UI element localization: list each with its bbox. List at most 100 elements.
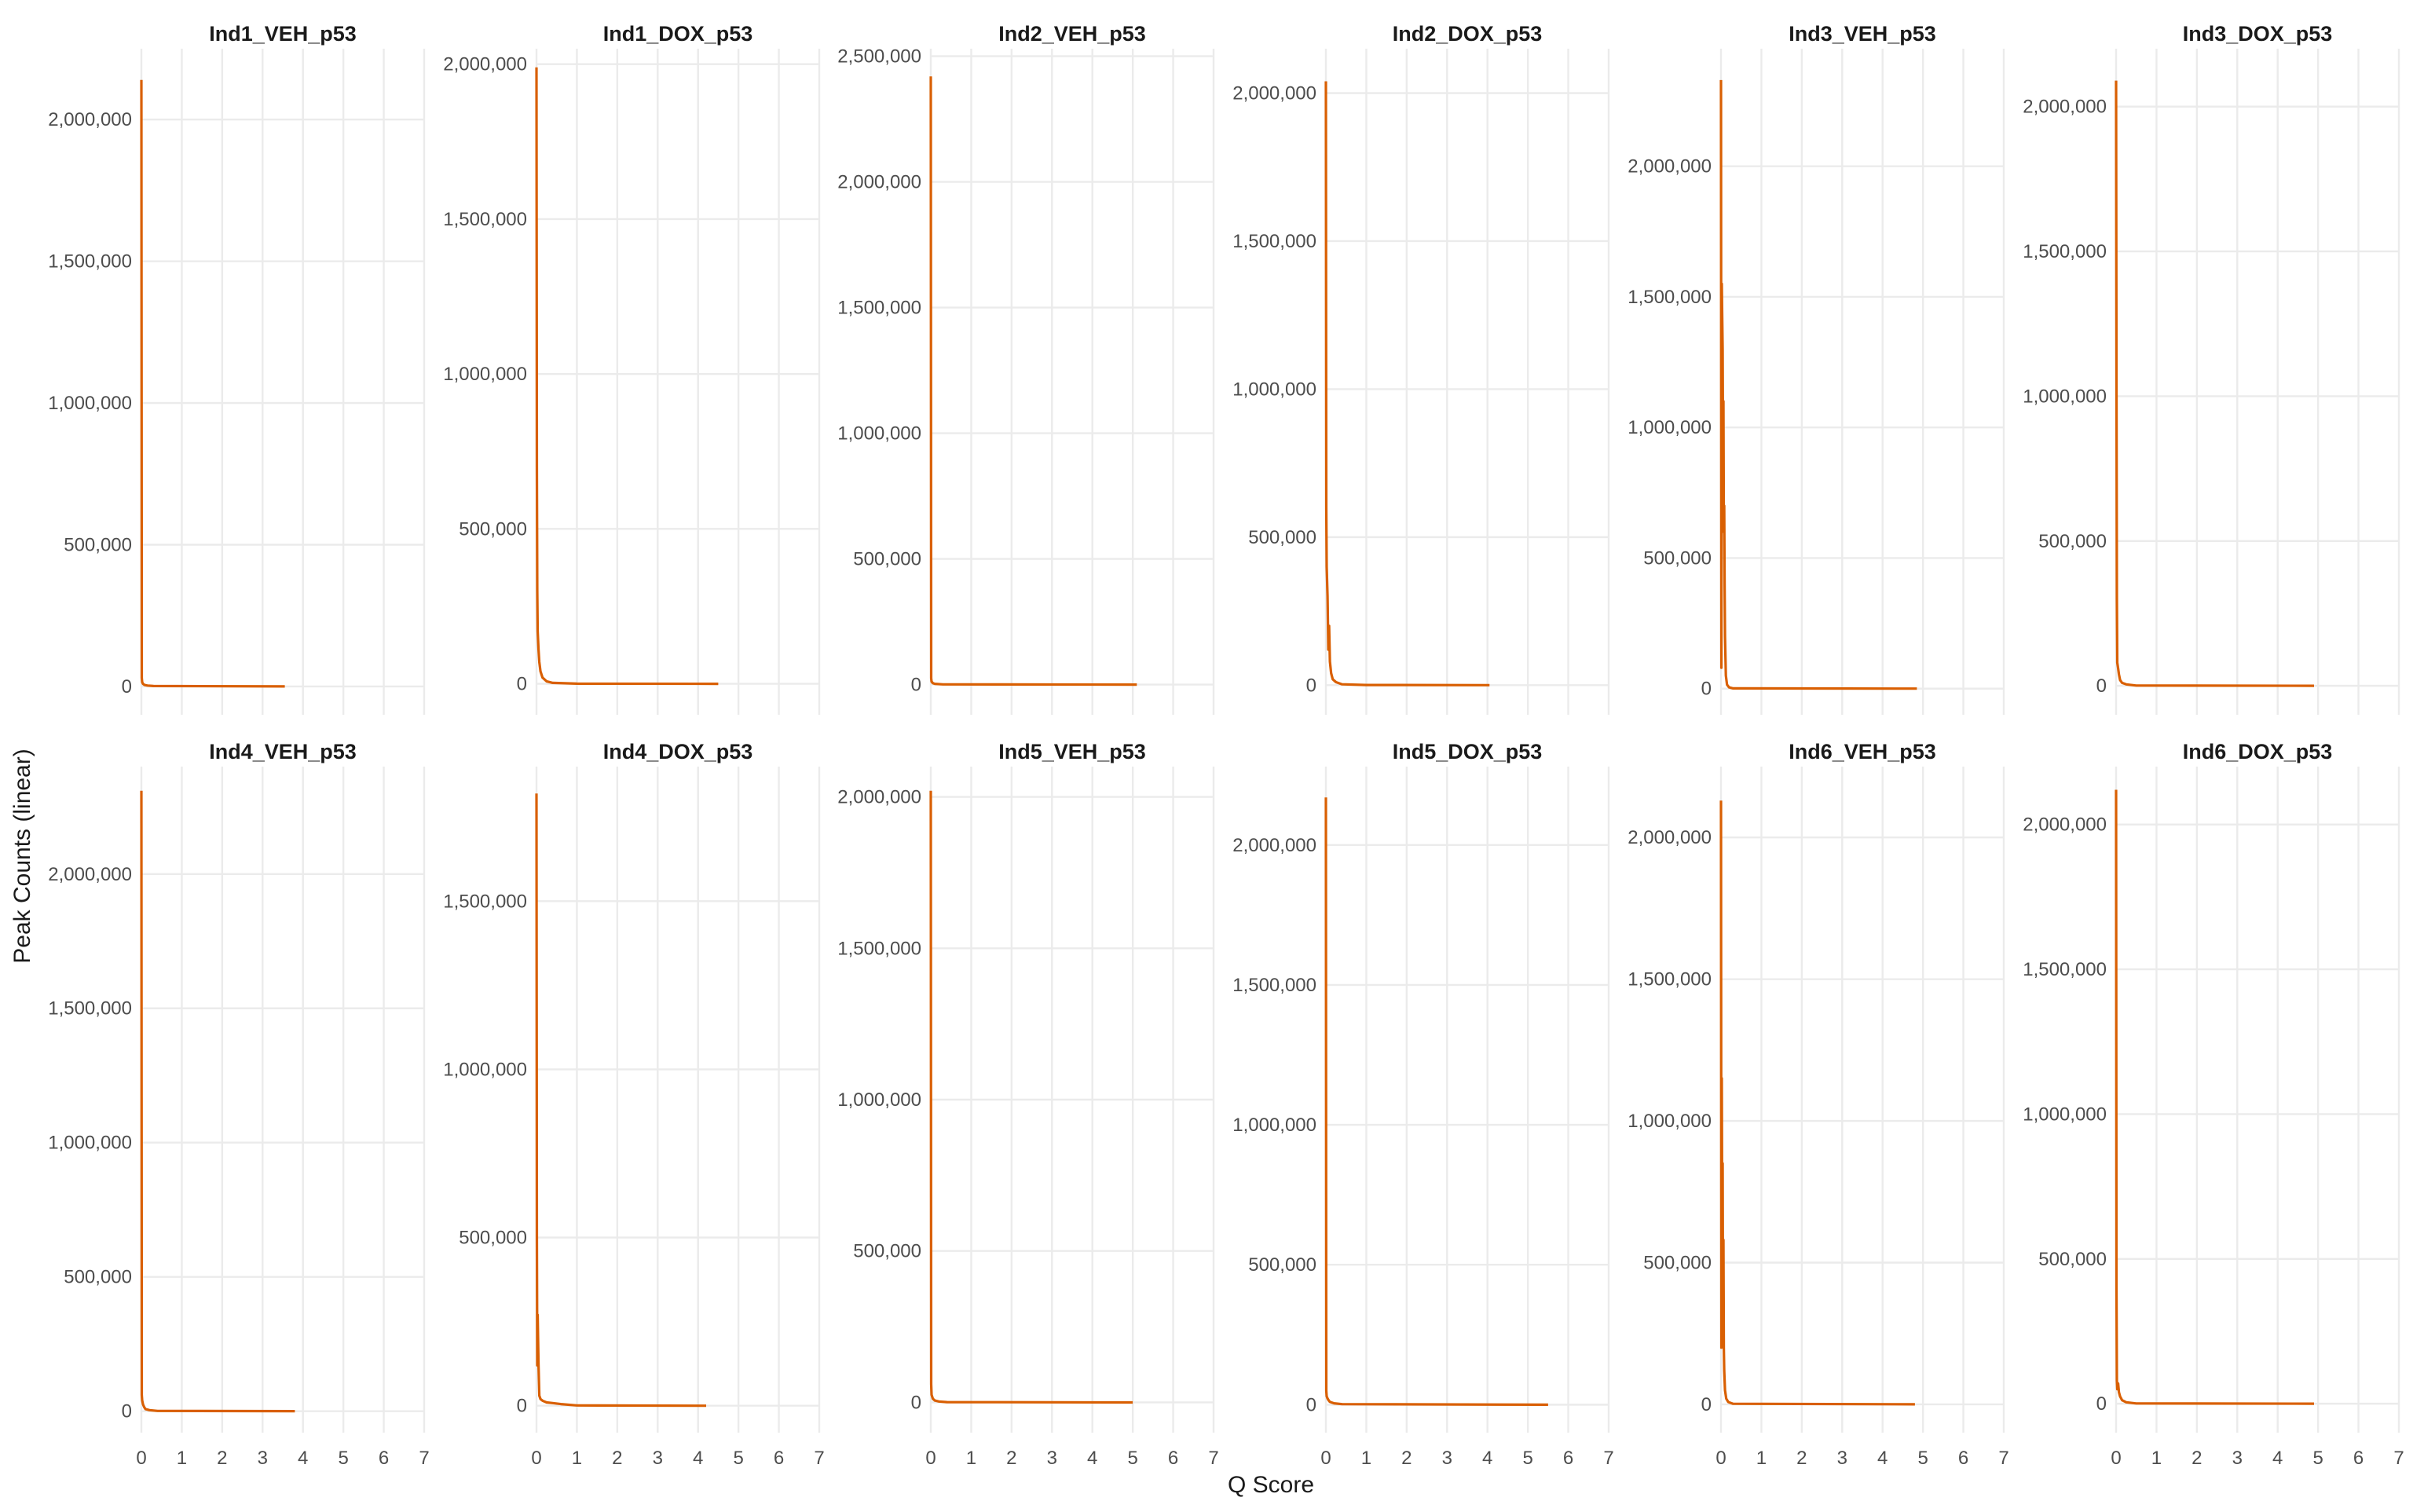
x-tick-label: 7 [1208,1448,1218,1469]
y-tick-label: 0 [911,1392,921,1413]
facet-panel: Ind3_DOX_p53 0 500,000 1,000,000 1,500,000 2,… [2023,22,2400,715]
y-tick-label: 500,000 [459,1228,527,1249]
y-tick-label: 1,500,000 [1628,969,1712,990]
x-tick-label: 3 [1442,1448,1452,1469]
y-tick-label: 0 [2096,675,2107,697]
y-tick-label: 0 [911,675,921,696]
panel-title: Ind6_VEH_p53 [1789,740,1936,763]
x-tick-label: 4 [1482,1448,1492,1469]
y-axis-title: Peak Counts (linear) [9,749,35,963]
x-tick-label: 4 [693,1448,703,1469]
y-tick-label: 2,000,000 [1628,827,1712,848]
x-tick-label: 6 [774,1448,784,1469]
y-tick-label: 0 [1306,1394,1316,1415]
panel-title: Ind4_VEH_p53 [209,740,357,763]
x-tick-label: 1 [1361,1448,1371,1469]
y-tick-label: 0 [1701,679,1712,700]
y-tick-label: 1,000,000 [1628,1111,1712,1132]
y-tick-label: 2,000,000 [48,109,132,130]
x-tick-label: 3 [258,1448,268,1469]
y-tick-label: 1,000,000 [1628,417,1712,438]
facet-panel: Ind4_DOX_p53 0 500,000 1,000,000 1,500,000 0 1… [443,740,824,1469]
x-tick-label: 0 [925,1448,936,1469]
facet-panel: Ind2_DOX_p53 0 500,000 1,000,000 1,500,000 2,… [1232,22,1610,715]
x-tick-label: 0 [136,1448,146,1469]
x-tick-label: 6 [1958,1448,1968,1469]
y-tick-label: 0 [1306,675,1316,696]
y-tick-label: 0 [1701,1394,1712,1415]
series-line [1324,81,1490,686]
x-tick-label: 3 [1837,1448,1847,1469]
y-tick-label: 1,500,000 [1232,231,1316,252]
y-tick-label: 1,500,000 [1628,287,1712,308]
y-tick-label: 1,500,000 [48,998,132,1020]
y-tick-label: 2,000,000 [1232,835,1316,856]
x-tick-label: 4 [1087,1448,1097,1469]
x-tick-label: 5 [2312,1448,2323,1469]
y-tick-label: 500,000 [459,518,527,540]
x-tick-label: 3 [2232,1448,2243,1469]
panel-title: Ind1_DOX_p53 [603,22,753,46]
y-tick-label: 1,000,000 [1232,379,1316,400]
panel-title: Ind1_VEH_p53 [209,22,357,46]
y-tick-label: 1,000,000 [48,393,132,414]
series-line [140,790,295,1413]
x-tick-label: 6 [2353,1448,2364,1469]
x-axis-title: Q Score [1228,1472,1314,1498]
y-tick-label: 500,000 [2038,1249,2107,1270]
panel-title: Ind5_DOX_p53 [1393,740,1543,763]
y-tick-label: 2,000,000 [837,787,921,808]
x-tick-label: 7 [2393,1448,2404,1469]
x-tick-label: 5 [733,1448,743,1469]
panel-title: Ind6_DOX_p53 [2183,740,2333,763]
x-tick-label: 2 [1796,1448,1807,1469]
panel-title: Ind5_VEH_p53 [998,740,1146,763]
y-tick-label: 500,000 [1248,527,1316,548]
y-tick-label: 1,000,000 [1232,1115,1316,1136]
y-tick-label: 500,000 [853,1241,921,1262]
facet-panel: Ind1_DOX_p53 0 500,000 1,000,000 1,500,000 2,… [443,22,821,715]
series-line [929,76,1137,686]
x-tick-label: 2 [612,1448,622,1469]
y-tick-label: 1,500,000 [48,251,132,273]
y-tick-label: 0 [2096,1393,2107,1415]
series-line [2115,80,2315,687]
panel-title: Ind3_VEH_p53 [1789,22,1936,46]
series-line [929,790,1133,1404]
y-tick-label: 2,000,000 [2023,815,2107,836]
x-tick-label: 4 [1877,1448,1888,1469]
y-tick-label: 1,000,000 [2023,386,2107,407]
y-tick-label: 1,500,000 [443,891,527,912]
x-tick-label: 6 [1168,1448,1178,1469]
series-line [140,79,285,688]
y-tick-label: 1,500,000 [2023,241,2107,262]
x-tick-label: 0 [1320,1448,1331,1469]
y-tick-label: 500,000 [1248,1254,1316,1276]
x-tick-label: 4 [2272,1448,2283,1469]
y-tick-label: 2,000,000 [1232,83,1316,104]
y-tick-label: 1,000,000 [2023,1104,2107,1125]
y-tick-label: 2,500,000 [837,46,921,68]
facet-panel: Ind1_VEH_p53 0 500,000 1,000,000 1,500,000 2,… [48,22,426,715]
y-tick-label: 500,000 [2038,531,2107,552]
x-tick-label: 1 [572,1448,582,1469]
series-line [2115,789,2315,1405]
facet-panel: Ind4_VEH_p53 0 500,000 1,000,000 1,500,000 2,… [48,740,429,1469]
x-tick-label: 2 [2191,1448,2202,1469]
x-tick-label: 1 [2151,1448,2162,1469]
y-tick-label: 1,000,000 [837,1089,921,1111]
facet-panel: Ind3_VEH_p53 0 500,000 1,000,000 1,500,000 2,… [1628,22,2005,715]
panel-title: Ind2_DOX_p53 [1393,22,1543,46]
facet-panel: Ind2_VEH_p53 0 500,000 1,000,000 1,500,000 2,… [837,22,1215,715]
y-tick-label: 500,000 [1643,547,1712,569]
y-tick-label: 500,000 [64,534,132,555]
x-tick-label: 5 [338,1448,348,1469]
y-tick-label: 1,500,000 [1232,975,1316,996]
x-tick-label: 1 [177,1448,187,1469]
y-tick-label: 500,000 [853,549,921,570]
series-line [535,793,707,1408]
series-line [1324,797,1548,1407]
y-tick-label: 0 [122,1401,132,1422]
